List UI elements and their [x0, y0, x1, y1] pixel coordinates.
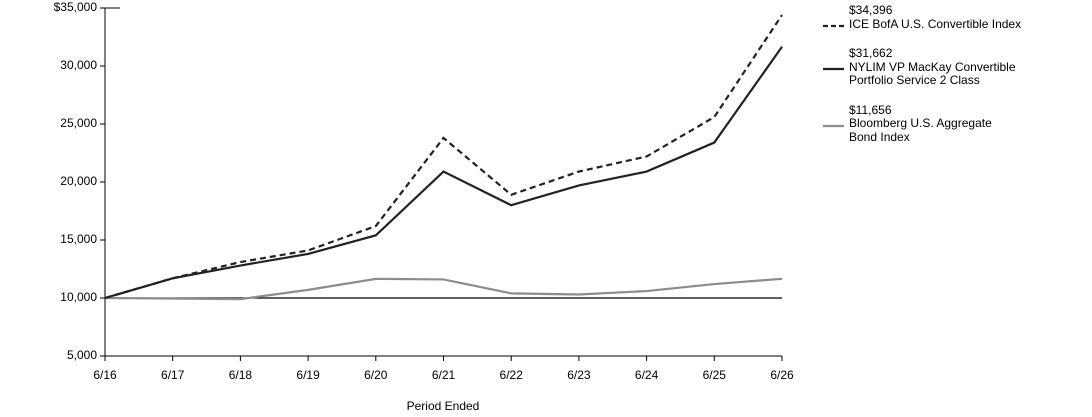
- legend-swatch: [823, 24, 844, 28]
- legend-label: Bloomberg U.S. Aggregate Bond Index: [849, 116, 992, 144]
- y-tick-label: 25,000: [60, 116, 97, 130]
- legend-entry: $11,656 Bloomberg U.S. Aggregate Bond Ind…: [822, 102, 1082, 145]
- y-tick-label: 10,000: [60, 290, 97, 304]
- y-tick-label: 20,000: [60, 174, 97, 188]
- legend-value: $34,396: [849, 3, 893, 17]
- legend-label: ICE BofA U.S. Convertible Index: [849, 16, 1022, 31]
- legend-swatch: [823, 124, 844, 127]
- legend-value: $31,662: [849, 46, 893, 60]
- x-tick-label: 6/25: [703, 368, 727, 382]
- x-tick-label: 6/16: [93, 368, 117, 382]
- x-tick-label: 6/23: [567, 368, 591, 382]
- x-tick-label: 6/24: [635, 368, 659, 382]
- y-tick-label: 5,000: [67, 348, 97, 362]
- x-tick-label: 6/22: [500, 368, 524, 382]
- series-line: [104, 46, 783, 300]
- legend-entry: $34,396 ICE BofA U.S. Convertible Index: [822, 3, 1082, 31]
- legend-label: NYLIM VP MacKay Convertible Portfolio Se…: [849, 59, 1016, 87]
- x-tick-label: 6/21: [432, 368, 456, 382]
- series-line: [104, 277, 783, 301]
- y-tick-label: $35,000: [54, 0, 98, 14]
- y-tick-label: 15,000: [60, 232, 97, 246]
- x-axis-title: Period Ended: [407, 399, 480, 413]
- x-tick-label: 6/17: [161, 368, 185, 382]
- chart: Period Ended 5,000 10,000 15,000 20,000 25,0…: [54, 0, 794, 413]
- y-tick-label: 30,000: [60, 58, 97, 72]
- series-line: [104, 14, 783, 300]
- legend-swatch: [823, 67, 844, 71]
- legend: $34,396 ICE BofA U.S. Convertible Index $3…: [822, 3, 1082, 160]
- x-tick-label: 6/26: [770, 368, 794, 382]
- legend-value: $11,656: [849, 102, 892, 117]
- legend-entry: $31,662 NYLIM VP MacKay Convertible Portf…: [822, 46, 1082, 88]
- x-tick-label: 6/18: [229, 368, 253, 382]
- x-tick-label: 6/19: [296, 368, 320, 382]
- x-tick-label: 6/20: [364, 368, 388, 382]
